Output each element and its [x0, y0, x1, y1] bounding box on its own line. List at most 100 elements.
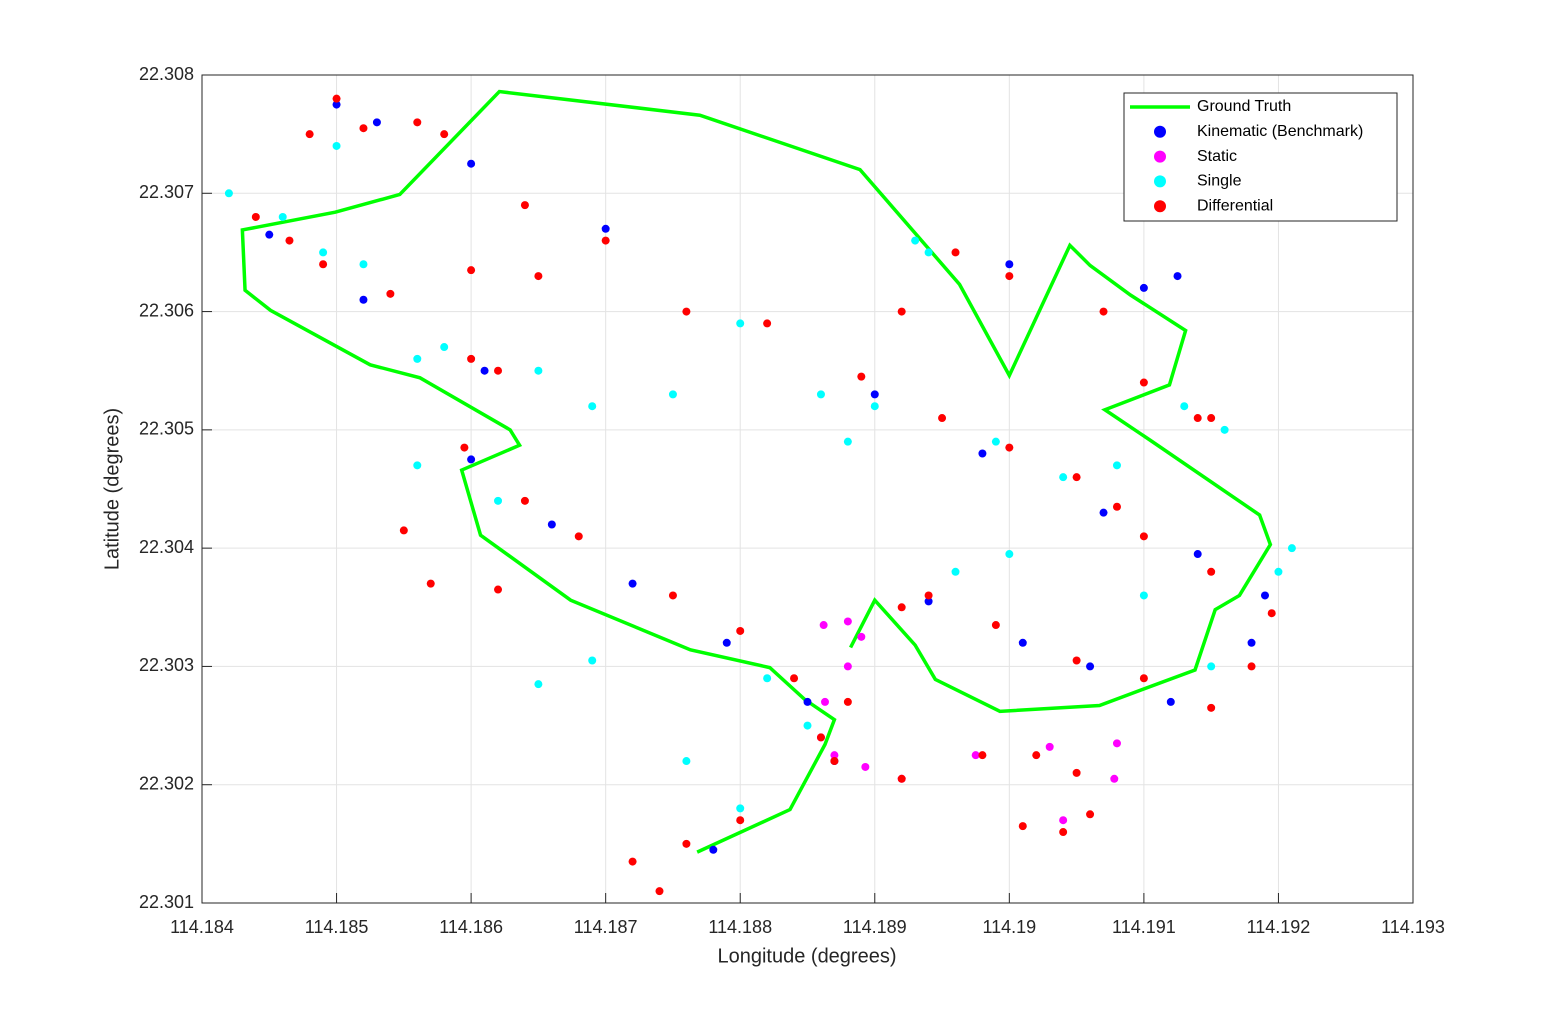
data-point	[534, 680, 543, 689]
data-point	[467, 159, 476, 168]
data-point	[938, 414, 947, 423]
data-point	[574, 532, 583, 541]
data-point	[1099, 508, 1108, 517]
data-point	[520, 496, 529, 505]
data-point	[332, 141, 341, 150]
data-point	[924, 591, 933, 600]
legend-label: Kinematic (Benchmark)	[1197, 123, 1363, 140]
data-point	[628, 857, 637, 866]
data-point	[494, 585, 503, 594]
x-tick-label: 114.188	[708, 917, 772, 937]
legend-box	[1123, 92, 1398, 222]
data-point	[991, 437, 1000, 446]
data-point	[736, 804, 745, 813]
data-point	[359, 124, 368, 133]
data-point	[1110, 774, 1119, 783]
data-point	[413, 354, 422, 363]
data-point	[1287, 544, 1296, 553]
data-point	[1180, 402, 1189, 411]
data-point	[897, 774, 906, 783]
x-tick-label: 114.191	[1112, 917, 1176, 937]
legend-label: Static	[1197, 148, 1237, 165]
data-point	[1193, 550, 1202, 559]
data-point	[332, 100, 341, 109]
data-point	[951, 567, 960, 576]
data-point	[1260, 591, 1269, 600]
data-point	[971, 751, 980, 760]
data-point	[1247, 638, 1256, 647]
data-point	[601, 236, 610, 245]
data-point	[534, 272, 543, 281]
data-point	[467, 266, 476, 275]
data-point	[790, 674, 799, 683]
data-point	[1086, 810, 1095, 819]
data-point	[399, 526, 408, 535]
data-point	[1005, 260, 1014, 269]
y-tick-label: 22.306	[139, 300, 194, 320]
data-point	[861, 762, 870, 771]
data-point	[1032, 751, 1041, 760]
data-point	[763, 674, 772, 683]
data-point	[440, 130, 449, 139]
data-point	[413, 461, 422, 470]
data-point	[1005, 443, 1014, 452]
data-point	[857, 632, 866, 641]
data-point	[1018, 638, 1027, 647]
ground-truth-line	[240, 89, 1273, 854]
x-tick-label: 114.19	[982, 917, 1036, 937]
data-point	[1139, 283, 1148, 292]
data-point	[1139, 532, 1148, 541]
data-point	[305, 130, 314, 139]
data-point	[1045, 742, 1054, 751]
data-point	[285, 236, 294, 245]
data-point	[1207, 567, 1216, 576]
data-point	[830, 751, 839, 760]
data-point	[1267, 609, 1276, 618]
x-tick-label: 114.187	[574, 917, 638, 937]
data-point	[547, 520, 556, 529]
data-point	[819, 621, 828, 630]
data-point	[763, 319, 772, 328]
data-point	[870, 402, 879, 411]
data-point	[736, 626, 745, 635]
data-point	[1072, 656, 1081, 665]
data-point	[319, 260, 328, 269]
data-point	[1193, 414, 1202, 423]
data-point	[803, 721, 812, 730]
data-point	[1274, 567, 1283, 576]
data-point	[991, 621, 1000, 630]
data-point	[1059, 828, 1068, 837]
data-point	[440, 343, 449, 352]
data-point	[534, 366, 543, 375]
y-tick-label: 22.304	[139, 537, 194, 557]
data-point	[1059, 816, 1068, 825]
data-point	[359, 295, 368, 304]
legend-marker	[1154, 175, 1166, 188]
x-tick-label: 114.192	[1247, 917, 1311, 937]
y-tick-label: 22.301	[139, 892, 194, 912]
data-point	[820, 697, 829, 706]
data-point	[682, 757, 691, 766]
data-point	[897, 307, 906, 316]
data-point	[830, 757, 839, 766]
data-point	[1207, 662, 1216, 671]
data-point	[494, 366, 503, 375]
data-point	[588, 402, 597, 411]
data-point	[480, 366, 489, 375]
data-point	[951, 248, 960, 257]
legend-label: Ground Truth	[1197, 98, 1291, 115]
data-point	[722, 638, 731, 647]
data-point	[386, 289, 395, 298]
data-point	[1112, 461, 1121, 470]
data-point	[1072, 768, 1081, 777]
x-tick-label: 114.186	[439, 917, 503, 937]
data-point	[709, 845, 718, 854]
data-point	[857, 372, 866, 381]
data-point	[460, 443, 469, 452]
legend-marker	[1154, 200, 1166, 213]
y-tick-label: 22.302	[139, 773, 194, 793]
data-point	[628, 579, 637, 588]
data-point	[1220, 425, 1229, 434]
data-point	[978, 449, 987, 458]
data-point	[332, 94, 341, 103]
